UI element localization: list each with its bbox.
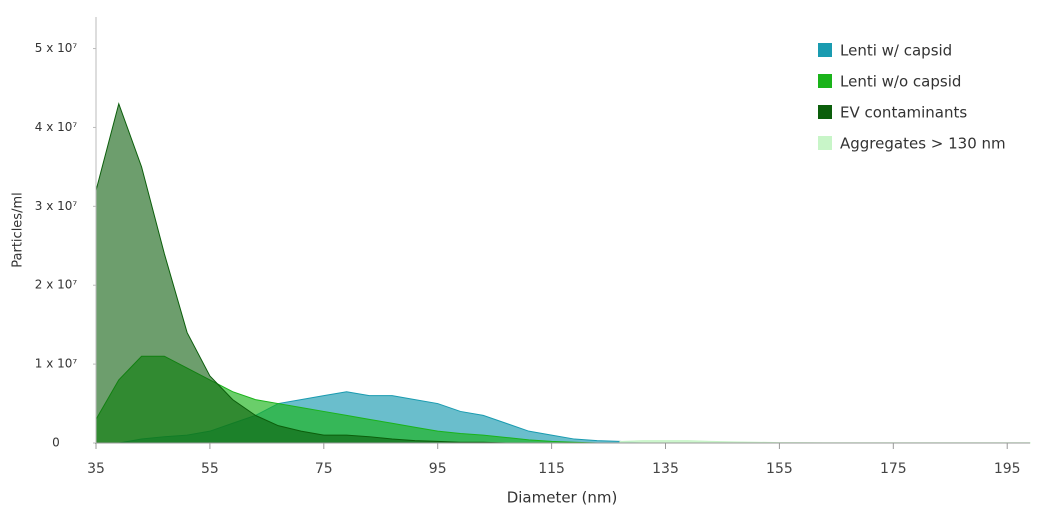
y-tick-label: 3 x 10⁷ xyxy=(35,199,78,213)
y-axis-label: Particles/ml xyxy=(11,192,26,267)
legend-label: EV contaminants xyxy=(840,104,967,122)
y-tick-label: 1 x 10⁷ xyxy=(35,357,78,371)
x-axis-label: Diameter (nm) xyxy=(507,489,618,507)
x-tick-label: 55 xyxy=(201,461,219,477)
y-tick-label: 5 x 10⁷ xyxy=(35,41,78,55)
y-tick-label: 4 x 10⁷ xyxy=(35,120,78,134)
legend-swatch xyxy=(818,43,832,57)
x-tick-label: 35 xyxy=(87,461,105,477)
y-tick-label: 2 x 10⁷ xyxy=(35,278,78,292)
legend-swatch xyxy=(818,74,832,88)
legend-label: Lenti w/o capsid xyxy=(840,73,961,91)
x-tick-label: 115 xyxy=(538,461,565,477)
x-tick-label: 135 xyxy=(652,461,679,477)
x-tick-label: 95 xyxy=(429,461,447,477)
x-tick-label: 75 xyxy=(315,461,333,477)
legend-label: Aggregates > 130 nm xyxy=(840,135,1006,153)
x-tick-label: 175 xyxy=(880,461,907,477)
legend-swatch xyxy=(818,105,832,119)
y-tick-label: 0 xyxy=(52,436,60,450)
x-tick-label: 195 xyxy=(994,461,1021,477)
legend-swatch xyxy=(818,136,832,150)
x-tick-label: 155 xyxy=(766,461,793,477)
legend-label: Lenti w/ capsid xyxy=(840,42,952,60)
area xyxy=(95,102,1030,444)
